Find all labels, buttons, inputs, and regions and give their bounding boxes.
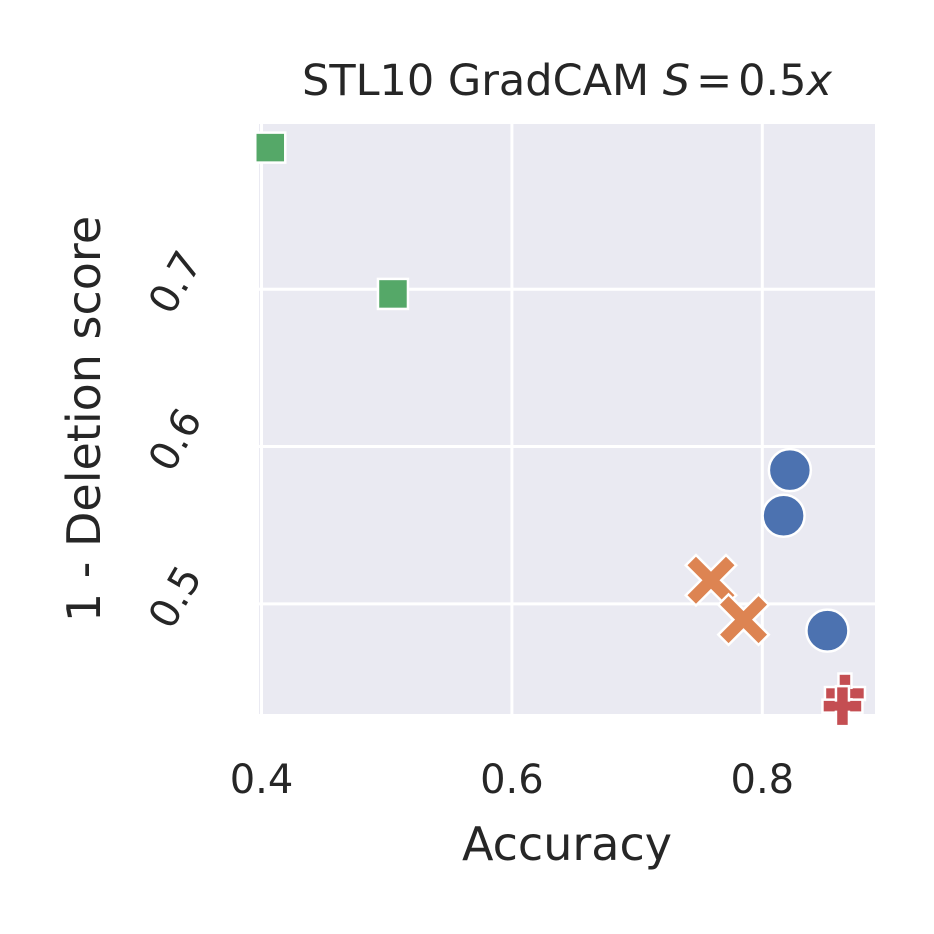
x-marker (683, 553, 739, 608)
title-math-rhs-num: 0.5 (738, 56, 806, 106)
x-tick-label: 0.8 (731, 757, 795, 803)
x-marker-stroke (687, 556, 735, 604)
y-tick-labels: 0.5 0.6 0.7 (140, 244, 212, 637)
title-math-op: = (696, 56, 732, 106)
y-tick-label: 0.5 (140, 558, 212, 636)
x-tick-label: 0.4 (230, 757, 294, 803)
title-math-lhs: S (663, 56, 690, 106)
y-axis-label: 1 - Deletion score (57, 216, 111, 622)
y-tick-label: 0.6 (140, 401, 212, 479)
y-tick-label: 0.7 (140, 244, 212, 322)
circle-marker (805, 608, 850, 653)
x-axis-label: Accuracy (462, 817, 672, 871)
x-tick-labels: 0.4 0.6 0.8 (230, 757, 794, 803)
plus-marker (821, 684, 864, 728)
plot-area-background (259, 124, 875, 714)
x-tick-label: 0.6 (480, 757, 544, 803)
chart-title-text: STL10 GradCAM (302, 56, 649, 106)
square-marker (376, 277, 410, 311)
title-math-rhs-var: x (805, 56, 833, 106)
plus-marker-fill (824, 701, 861, 711)
data-points (254, 131, 867, 728)
x-marker-stroke (720, 596, 768, 644)
x-marker (716, 592, 771, 647)
circle-marker (761, 493, 806, 539)
chart-title: STL10 GradCAM S = 0.5x (302, 56, 832, 106)
circle-marker (767, 447, 813, 493)
square-marker (254, 131, 287, 164)
grid-lines (259, 124, 875, 714)
